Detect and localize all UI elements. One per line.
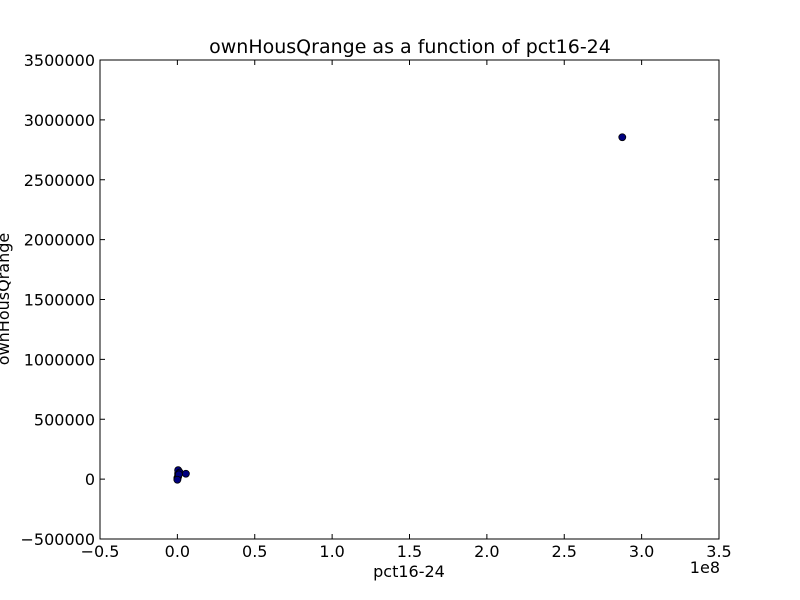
y-tick-label: 0 <box>85 470 95 489</box>
x-tick-label: −0.5 <box>81 542 120 561</box>
x-tick-label: 3.0 <box>629 542 654 561</box>
x-tick-label: 2.5 <box>552 542 577 561</box>
x-tick-label: 0.5 <box>242 542 267 561</box>
data-point <box>618 133 627 142</box>
x-axis-label: pct16-24 <box>373 562 445 581</box>
y-tick-label: 2500000 <box>24 171 95 190</box>
y-tick-label: 3000000 <box>24 111 95 130</box>
y-tick-label: 500000 <box>34 410 95 429</box>
y-tick-label: 2000000 <box>24 231 95 250</box>
y-tick-label: 3500000 <box>24 51 95 70</box>
x-tick-label: 1.0 <box>319 542 344 561</box>
x-tick-label: 2.0 <box>474 542 499 561</box>
plot-frame <box>99 59 720 540</box>
y-tick-label: 1500000 <box>24 291 95 310</box>
y-tick-label: 1000000 <box>24 350 95 369</box>
x-offset-label: 1e8 <box>690 558 720 577</box>
y-tick-label: −500000 <box>21 530 95 549</box>
data-point <box>173 475 182 484</box>
x-tick-label: 1.5 <box>397 542 422 561</box>
x-tick-label: 0.0 <box>165 542 190 561</box>
x-tick-label: 3.5 <box>706 542 731 561</box>
y-axis-label: ownHousQrange <box>0 233 13 365</box>
chart-title: ownHousQrange as a function of pct16-24 <box>209 36 611 58</box>
data-point <box>181 469 190 478</box>
